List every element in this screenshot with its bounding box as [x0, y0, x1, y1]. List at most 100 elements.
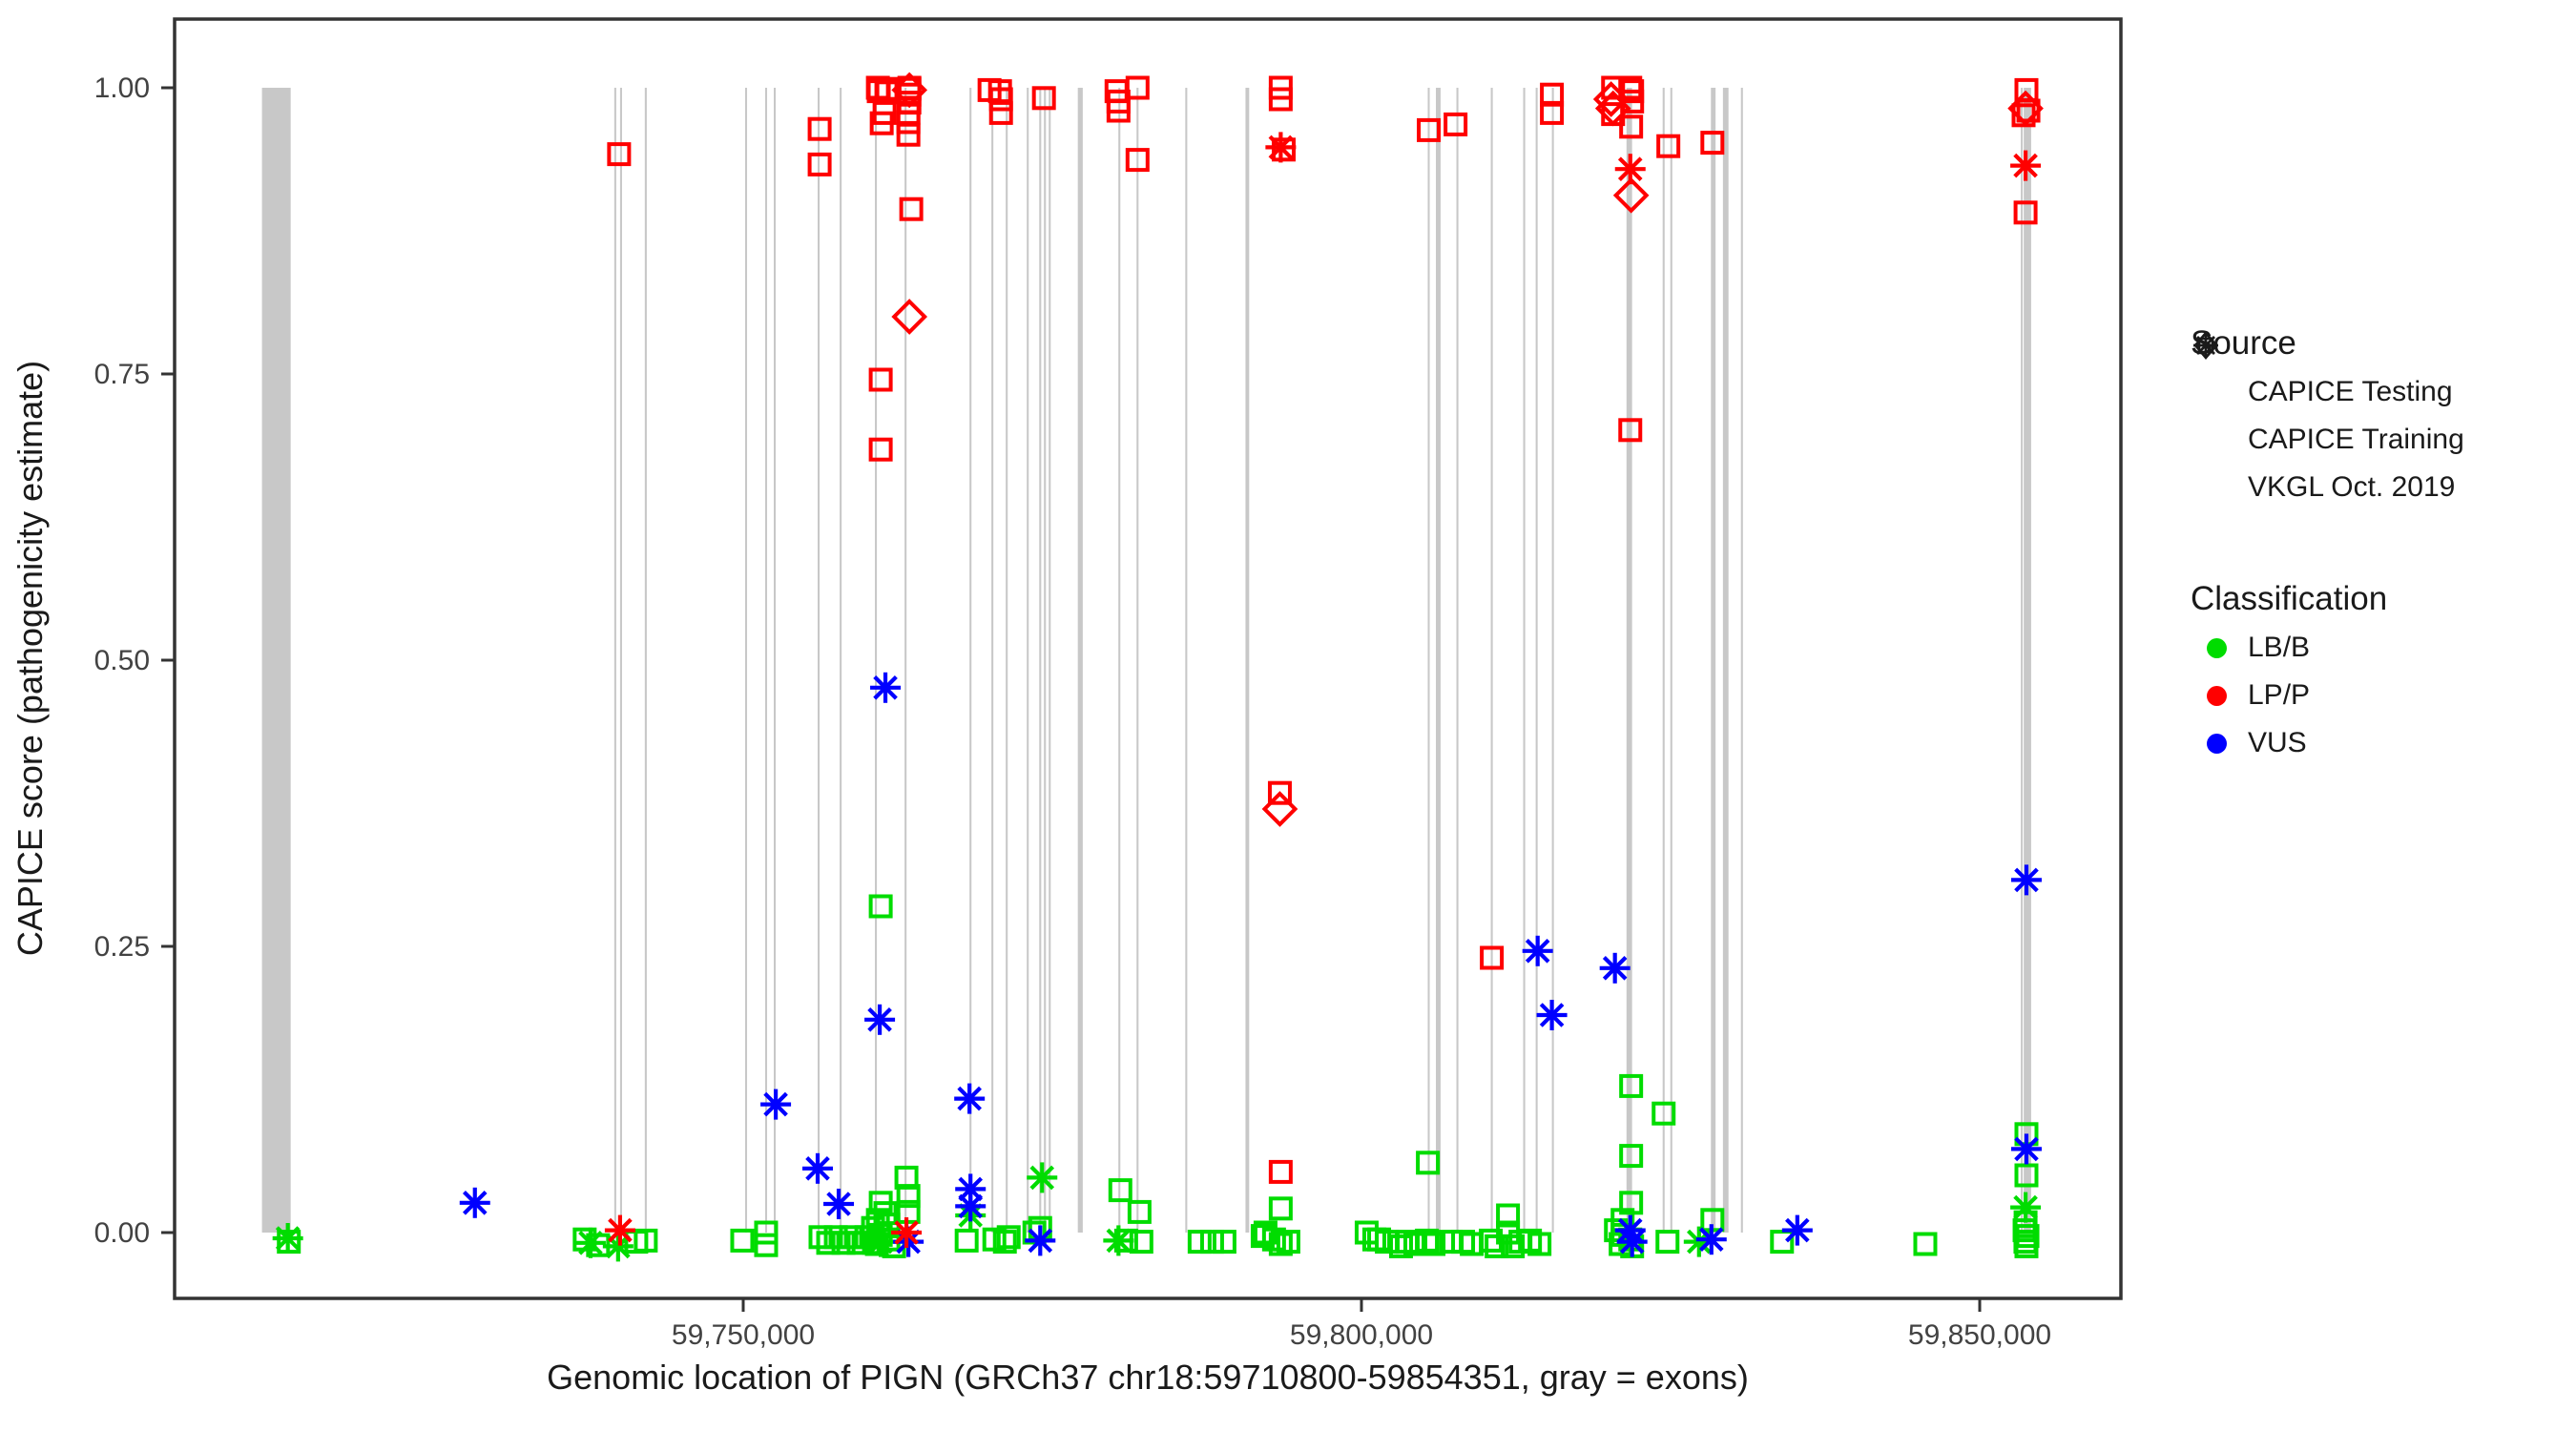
exon-bar: [1436, 88, 1441, 1233]
data-point-R-P: [1417, 117, 1442, 142]
data-point-R-P: [1700, 131, 1725, 156]
legend-item-lpp: LP/P: [2185, 672, 2566, 719]
data-point-R-B: [954, 1228, 979, 1253]
data-point-R-B: [1422, 1232, 1446, 1256]
data-point-R-B: [754, 1220, 779, 1245]
exon-bar: [613, 88, 616, 1233]
legend-item-capice-testing: CAPICE Testing: [2185, 330, 2566, 416]
exon-bar: [1490, 88, 1493, 1233]
exon-bar: [1006, 88, 1008, 1233]
data-point-R-P: [2011, 103, 2036, 128]
data-point-R-P: [1106, 98, 1131, 123]
exon-bar: [1039, 88, 1042, 1233]
data-point-R-P: [868, 367, 893, 392]
data-point-V-U: [1536, 1000, 1568, 1030]
data-point-R-B: [1361, 1227, 1386, 1252]
exon-bar: [1722, 88, 1729, 1233]
data-point-R-B: [1108, 1178, 1132, 1203]
data-point-R-B: [831, 1231, 856, 1255]
exon-bar: [1523, 88, 1526, 1233]
legend-item-label: CAPICE Testing: [2248, 376, 2453, 407]
data-point-R-B: [816, 1231, 841, 1255]
legend-item-label: LP/P: [2248, 679, 2311, 711]
data-point-R-B: [1268, 1196, 1293, 1221]
legend-item-capice-training: CAPICE Training: [2185, 337, 2566, 464]
data-point-R-P: [988, 87, 1013, 112]
data-point-R-P: [868, 437, 893, 462]
x-tick-label: 59,800,000: [1290, 1319, 1433, 1351]
data-point-R-P: [1444, 112, 1468, 136]
data-point-R-P: [1601, 102, 1626, 127]
legend-item-label: VUS: [2248, 727, 2307, 758]
exon-bar: [644, 88, 647, 1233]
data-point-R-B: [868, 894, 893, 919]
data-point-R-B: [896, 1184, 921, 1209]
data-point-R-B: [1354, 1220, 1379, 1245]
data-point-V-U: [760, 1089, 792, 1120]
exon-bar: [2024, 88, 2031, 1233]
data-point-R-P: [896, 110, 921, 135]
exon-bar: [1245, 88, 1250, 1233]
data-point-R-B: [1388, 1234, 1413, 1258]
data-point-V-U: [1025, 1225, 1056, 1256]
exon-bar: [1662, 88, 1665, 1233]
data-point-R-B: [634, 1228, 658, 1253]
green-dot-icon: [2185, 637, 2248, 658]
data-point-R-P: [607, 142, 632, 167]
data-point-R-P: [2016, 98, 2041, 123]
red-dot-icon: [2185, 685, 2248, 706]
data-point-T-P: [1612, 176, 1650, 214]
y-axis-title: CAPICE score (pathogenicity estimate): [10, 361, 50, 956]
data-point-R-P: [899, 197, 924, 221]
data-point-R-P: [1271, 137, 1296, 162]
legend-item-lbb: LB/B: [2185, 624, 2566, 672]
data-point-R-B: [754, 1233, 779, 1257]
data-point-T-P: [1261, 791, 1298, 827]
data-point-R-B: [1652, 1101, 1676, 1126]
data-points-layer: [272, 72, 2044, 1262]
data-point-R-P: [807, 152, 832, 176]
data-point-R-P: [1620, 89, 1645, 114]
data-point-R-B: [1415, 1228, 1440, 1253]
data-point-R-B: [1501, 1234, 1526, 1258]
data-point-R-P: [896, 122, 921, 147]
exon-bar: [261, 88, 291, 1233]
data-point-V-U: [1781, 1214, 1813, 1246]
data-point-R-B: [823, 1225, 848, 1250]
data-point-R-B: [1619, 1073, 1644, 1098]
panel-border: [173, 17, 2123, 1300]
data-point-V-U: [870, 672, 902, 703]
data-point-R-B: [808, 1225, 833, 1250]
legend-classification-block: Classification LB/B LP/P VUS: [2185, 580, 2566, 767]
axis-ticks-layer: 59,750,000 59,800,000 59,850,000 1.00 0.75 0.…: [94, 73, 2051, 1351]
data-point-V-U: [1522, 935, 1553, 966]
data-point-R-B: [839, 1225, 863, 1250]
data-point-R-B: [996, 1225, 1021, 1250]
data-point-R-P: [1268, 87, 1293, 112]
y-tick-label: 1.00: [94, 73, 150, 104]
data-point-R-B: [1212, 1230, 1236, 1255]
data-point-R-B: [2014, 1234, 2039, 1258]
data-point-R-P: [1125, 75, 1150, 100]
data-point-V-U: [864, 1004, 896, 1035]
exon-bar: [1427, 88, 1430, 1233]
data-point-V-U: [1695, 1224, 1727, 1255]
data-point-V-P: [891, 1217, 923, 1248]
data-point-V-B: [1027, 1162, 1058, 1193]
data-point-V-U: [459, 1187, 490, 1218]
data-point-R-B: [1416, 1151, 1441, 1175]
data-point-V-B: [2010, 1192, 2042, 1223]
data-point-R-P: [1656, 134, 1681, 158]
data-point-R-P: [1540, 100, 1565, 125]
exon-bars-layer: [261, 88, 2031, 1233]
x-tick-label: 59,750,000: [672, 1319, 815, 1351]
data-point-R-B: [1129, 1230, 1153, 1255]
data-point-R-P: [807, 116, 832, 141]
data-point-R-P: [1267, 780, 1292, 805]
y-tick-label: 0.50: [94, 645, 150, 676]
data-point-V-U: [954, 1083, 986, 1114]
data-point-R-B: [1199, 1230, 1224, 1255]
data-point-V-P: [604, 1214, 635, 1246]
legend-item-label: LB/B: [2248, 632, 2311, 663]
data-point-R-P: [1125, 148, 1150, 173]
